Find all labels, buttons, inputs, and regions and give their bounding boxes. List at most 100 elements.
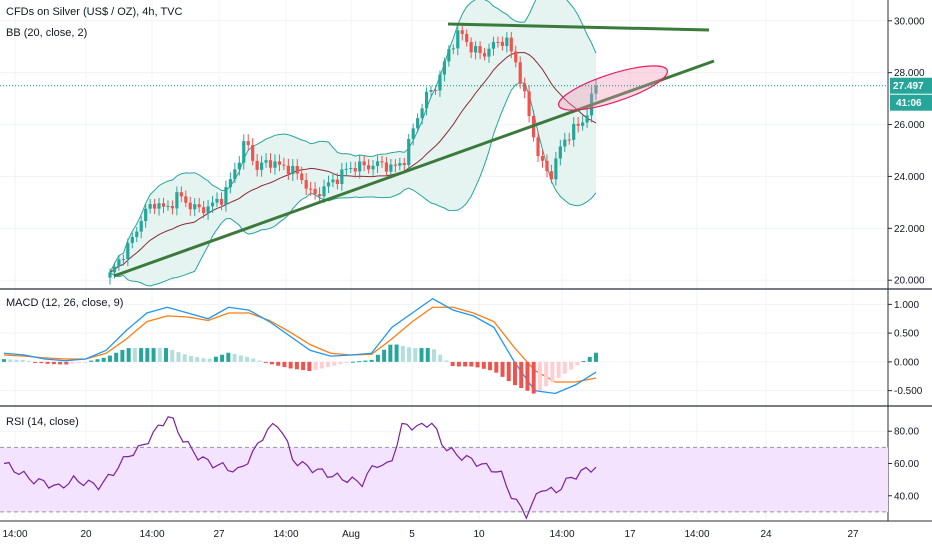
macd-histogram-bar — [512, 361, 517, 386]
candle-body — [148, 204, 152, 209]
macd-histogram-bar — [257, 360, 262, 362]
macd-line — [3, 297, 597, 395]
candle-body — [367, 165, 371, 170]
candle-body — [144, 208, 148, 222]
candle-body — [518, 62, 522, 84]
macd-histogram-bar — [145, 348, 150, 362]
macd-histogram-bar — [431, 349, 436, 362]
candle-body — [442, 61, 447, 75]
macd-histogram-bar — [463, 361, 468, 367]
candle-body — [331, 179, 335, 183]
candle-body — [527, 91, 531, 116]
macd-histogram-bar — [245, 356, 250, 362]
candle-body — [563, 139, 567, 147]
macd-histogram-bar — [382, 349, 387, 362]
macd-histogram-bar — [444, 360, 449, 362]
macd-pane — [2, 297, 598, 395]
candle-body — [170, 205, 175, 209]
candle-body — [375, 161, 380, 166]
candle-body — [460, 30, 464, 34]
macd-histogram-bar — [176, 352, 181, 362]
macd-histogram-bar — [188, 356, 193, 362]
macd-histogram-bar — [120, 349, 125, 362]
candle-body — [224, 187, 228, 205]
candle-body — [259, 162, 264, 170]
candle-body — [317, 194, 322, 197]
macd-histogram-bar — [76, 361, 81, 363]
macd-histogram-bar — [469, 361, 474, 367]
macd-histogram-bar — [107, 355, 112, 362]
candle-body — [491, 41, 496, 49]
candle-body — [344, 168, 348, 170]
macd-histogram-bar — [344, 361, 349, 363]
candle-body — [300, 173, 304, 181]
candle-body — [349, 168, 353, 170]
price-axis: 30.000 28.000 26.000 24.000 22.000 20.000 1.00… — [888, 16, 925, 502]
candle-body — [126, 242, 130, 260]
candle-body — [353, 168, 357, 172]
ascending-trendline — [113, 59, 715, 278]
macd-histogram-bar — [357, 361, 362, 363]
resistance-line — [447, 22, 710, 32]
macd-histogram-bar — [8, 359, 13, 362]
candle-body — [188, 202, 192, 210]
candle-body — [326, 182, 331, 187]
candle-body — [487, 48, 491, 57]
x-tick-label: 17 — [624, 529, 636, 540]
macd-histogram-bar — [51, 361, 56, 365]
candle-body — [313, 188, 317, 195]
macd-histogram-bar — [232, 354, 237, 362]
candle-body — [474, 46, 478, 53]
y-tick-label: 26.000 — [894, 120, 925, 131]
x-tick-label: 10 — [473, 529, 485, 540]
macd-histogram-bar — [388, 344, 393, 362]
macd-histogram-bar — [33, 361, 38, 363]
candle-body — [433, 89, 438, 91]
candle-body — [478, 46, 482, 54]
signal-line — [3, 306, 597, 383]
y-tick-label: 30.000 — [894, 16, 925, 27]
candle-body — [402, 163, 406, 166]
candle-body — [219, 198, 224, 205]
macd-histogram-bar — [450, 361, 455, 367]
candle-body — [456, 30, 460, 49]
candle-body — [420, 108, 424, 119]
macd-histogram-bar — [39, 361, 44, 364]
macd-histogram-bar — [288, 361, 293, 369]
macd-histogram-bar — [170, 349, 175, 362]
candle-body — [255, 160, 259, 170]
timer-badge-label: 41:06 — [896, 98, 922, 109]
candle-body — [161, 203, 166, 207]
candle-body — [157, 203, 161, 209]
candle-body — [411, 128, 415, 139]
macd-histogram-bar — [506, 361, 511, 382]
candle-body — [505, 37, 509, 46]
macd-histogram-bar — [95, 359, 100, 362]
candle-body — [166, 205, 170, 207]
macd-histogram-bar — [494, 361, 499, 373]
price-pane — [0, 0, 888, 287]
candle-body — [251, 145, 255, 161]
macd-histogram-bar — [114, 352, 119, 362]
candle-body — [291, 166, 295, 175]
timer-badge — [890, 94, 932, 111]
candle-body — [358, 161, 362, 172]
macd-histogram-bar — [400, 345, 405, 362]
candle-body — [594, 85, 598, 94]
x-tick-label: Aug — [342, 529, 360, 540]
candle-body — [523, 83, 527, 92]
candle-body — [514, 51, 518, 63]
macd-histogram-bar — [581, 361, 586, 363]
macd-histogram-bar — [407, 347, 412, 362]
macd-histogram-bar — [251, 358, 256, 362]
y-tick-label: 28.000 — [894, 68, 925, 79]
macd-histogram-bar — [132, 348, 137, 362]
candle-body — [545, 160, 549, 172]
candle-body — [309, 188, 313, 190]
candle-body — [567, 139, 571, 141]
candle-body — [465, 33, 469, 43]
candle-body — [469, 42, 473, 53]
macd-histogram-bar — [201, 358, 206, 362]
time-axis: 14:00 20 14:00 27 14:00 Aug 5 10 14:00 17 14:00 24 2… — [2, 529, 859, 540]
candle-body — [438, 74, 442, 91]
